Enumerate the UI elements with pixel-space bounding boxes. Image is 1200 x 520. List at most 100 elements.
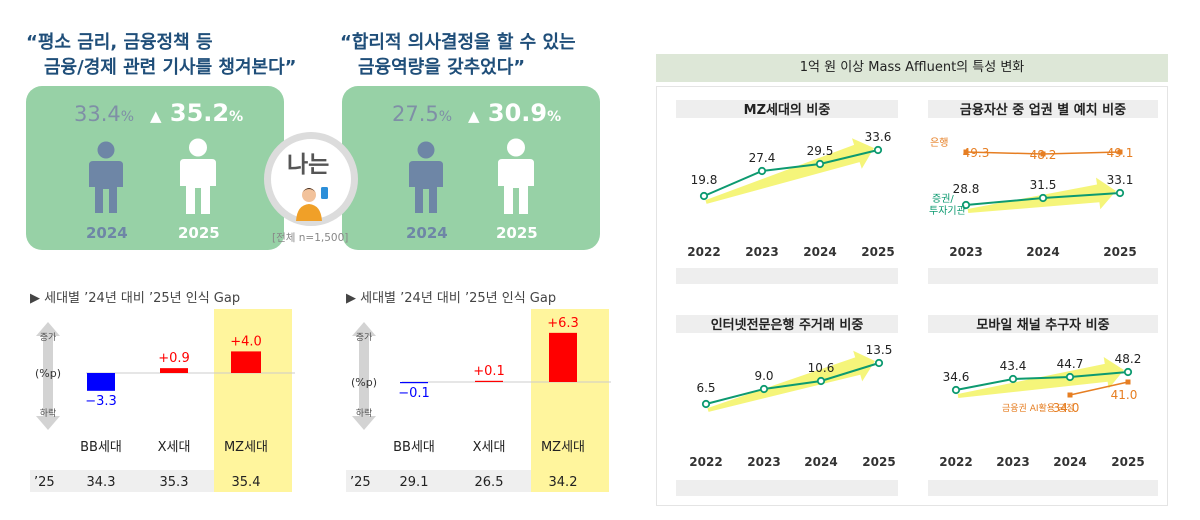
- card1-prev-percent: 33.4%: [74, 102, 135, 126]
- point-label: 49.1: [1107, 146, 1134, 160]
- person-icon-2025: [494, 138, 538, 218]
- series-point: [951, 385, 961, 395]
- panel-bottom-band: [676, 268, 898, 284]
- x-tick-label: 2024: [804, 455, 837, 469]
- series-line: [1069, 381, 1129, 396]
- row-band-highlight: [214, 470, 292, 492]
- series-point: [701, 399, 711, 409]
- right-panel-frame: [656, 86, 1168, 506]
- point-label: 9.0: [754, 369, 773, 383]
- row-value: 34.3: [87, 475, 116, 490]
- series-line: [955, 371, 1129, 391]
- person-icon-2024: [406, 141, 446, 217]
- row-value: 35.3: [160, 475, 189, 490]
- point-label: 27.4: [749, 151, 776, 165]
- series-line: [705, 362, 880, 405]
- point-label: 41.0: [1111, 388, 1138, 402]
- category-label: BB세대: [393, 440, 435, 455]
- gap-value-label: +0.1: [473, 364, 505, 379]
- card2-year-cur: 2025: [496, 224, 538, 242]
- sample-size-note: [전체 n=1,500]: [272, 232, 349, 244]
- point-label: 48.2: [1030, 148, 1057, 162]
- gap-bar: [475, 380, 503, 382]
- trend-arrow: [705, 138, 874, 204]
- row-value: 34.2: [549, 475, 578, 490]
- series-point: [1067, 392, 1073, 398]
- gap-chart-2-title: ▶ 세대별 ’24년 대비 ’25년 인식 Gap: [346, 291, 557, 306]
- card1-year-cur: 2025: [178, 224, 220, 242]
- point-label: 33.1: [1107, 173, 1134, 187]
- row-value: 35.4: [232, 475, 261, 490]
- x-tick-label: 2025: [1111, 455, 1144, 469]
- point-label: 13.5: [866, 343, 893, 357]
- series-point: [1065, 372, 1075, 382]
- gap-bar: [549, 332, 577, 382]
- highlight-column: [214, 309, 292, 492]
- gap-value-label: −0.1: [398, 386, 430, 401]
- panel-title: 금융자산 중 업권 별 예치 비중: [960, 102, 1126, 118]
- gap-bar: [160, 368, 188, 373]
- x-tick-label: 2023: [747, 455, 780, 469]
- person-icon-2024: [86, 141, 126, 217]
- point-label: 43.4: [1000, 359, 1027, 373]
- series-point: [816, 376, 826, 386]
- series-point: [699, 191, 709, 201]
- panel-title: MZ세대의 비중: [744, 102, 831, 118]
- row-value: 29.1: [400, 475, 429, 490]
- series-point: [1117, 149, 1123, 155]
- card2-year-prev: 2024: [406, 224, 448, 242]
- gap-charts: 증가 (%p) 하락 −3.3 BB세대 34.3 +0.9 X세대 35.3 +4.0 MZ세대 3…: [30, 309, 611, 492]
- panel-bottom-band: [928, 268, 1158, 284]
- x-tick-label: 2025: [1103, 245, 1136, 259]
- row-label: ’25: [350, 475, 371, 490]
- gap-value-label: −3.3: [85, 394, 117, 409]
- category-label: X세대: [473, 440, 506, 455]
- x-tick-label: 2023: [996, 455, 1029, 469]
- person-with-phone-icon: [296, 187, 328, 221]
- category-label: BB세대: [80, 440, 122, 455]
- point-label: 48.2: [1115, 352, 1142, 366]
- gap-bar: [87, 373, 115, 391]
- series-point: [874, 358, 884, 368]
- series-point: [1115, 188, 1125, 198]
- series-point: [1008, 374, 1018, 384]
- x-tick-label: 2025: [861, 245, 894, 259]
- category-label: MZ세대: [224, 440, 268, 455]
- row-label: ’25: [34, 475, 55, 490]
- axis-unit-label: (%p): [351, 376, 377, 389]
- row-value: 26.5: [475, 475, 504, 490]
- axis-down-label: 하락: [40, 407, 57, 419]
- quote-news-reading: “평소 금리, 금융정책 등 금융/경제 관련 기사를 챙겨본다”: [26, 32, 297, 78]
- updown-arrow-icon: [352, 322, 376, 430]
- gap-chart-1-title: ▶ 세대별 ’24년 대비 ’25년 인식 Gap: [30, 291, 241, 306]
- axis-down-label: 하락: [356, 407, 373, 419]
- series-point: [1038, 193, 1048, 203]
- series-point: [963, 149, 969, 155]
- gap-bar: [231, 351, 261, 373]
- axis-unit-label: (%p): [35, 367, 61, 380]
- gap-value-label: +4.0: [230, 334, 262, 349]
- right-header-title: 1억 원 이상 Mass Affluent의 특성 변화: [799, 60, 1025, 75]
- axis-up-label: 증가: [356, 332, 373, 343]
- updown-arrow-icon: [36, 322, 60, 430]
- series-point: [759, 384, 769, 394]
- card2-cur-percent: ▲ 30.9%: [468, 99, 562, 127]
- card2-prev-percent: 27.5%: [392, 102, 453, 126]
- x-tick-label: 2025: [862, 455, 895, 469]
- point-label: 44.7: [1057, 357, 1084, 371]
- series-point: [1125, 379, 1131, 385]
- series-name-label: 은행: [930, 137, 948, 149]
- trend-arrow: [707, 350, 875, 412]
- series-point: [1040, 151, 1046, 157]
- series-point: [815, 159, 825, 169]
- x-tick-label: 2024: [1053, 455, 1086, 469]
- panel-bottom-band: [928, 480, 1158, 496]
- row-band-highlight: [531, 470, 609, 492]
- gap-bar: [400, 382, 428, 384]
- x-tick-label: 2023: [949, 245, 982, 259]
- panel-bottom-band: [676, 480, 898, 496]
- series-point: [757, 166, 767, 176]
- panel-title-band: [928, 315, 1158, 333]
- point-label: 29.5: [807, 144, 834, 158]
